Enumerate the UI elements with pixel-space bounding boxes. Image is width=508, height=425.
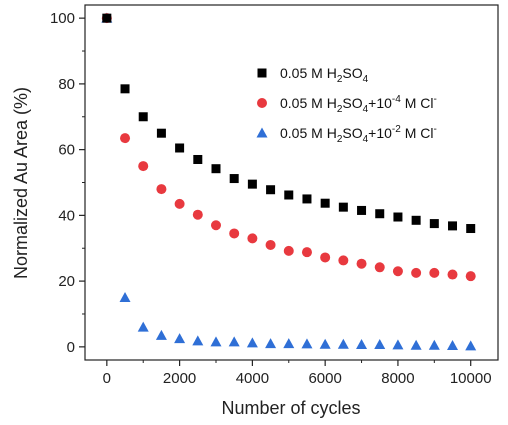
data-point-circle	[174, 198, 185, 209]
data-point-circle	[356, 258, 367, 269]
data-point-triangle	[174, 333, 186, 344]
data-point-circle	[320, 252, 331, 263]
y-tick-label: 100	[50, 10, 75, 27]
y-tick-label: 20	[58, 273, 75, 290]
data-point-triangle	[410, 339, 422, 350]
data-point-triangle	[192, 335, 204, 346]
data-point-circle	[247, 233, 258, 244]
data-point-triangle	[119, 292, 131, 303]
data-point-triangle	[374, 339, 386, 350]
data-point-triangle	[337, 338, 349, 349]
data-point-triangle	[155, 329, 167, 340]
legend-marker-triangle	[256, 127, 268, 138]
data-point-square	[175, 143, 185, 153]
legend-marker-circle	[257, 98, 267, 108]
data-point-circle	[392, 266, 403, 277]
data-point-circle	[429, 267, 440, 278]
data-point-triangle	[392, 339, 404, 350]
data-point-triangle	[428, 339, 440, 350]
data-point-triangle	[283, 338, 295, 349]
data-point-square	[229, 174, 239, 184]
data-point-triangle	[356, 339, 368, 350]
data-point-circle	[411, 267, 422, 278]
data-point-triangle	[265, 338, 277, 349]
data-point-circle	[229, 228, 240, 239]
data-point-square	[429, 219, 439, 229]
data-point-square	[211, 164, 221, 174]
data-point-triangle	[246, 337, 258, 348]
x-tick-label: 6000	[308, 370, 341, 387]
legend-label: 0.05 M H2SO4+10-2 M Cl-	[280, 124, 437, 145]
data-point-square	[320, 198, 330, 208]
y-axis-ticks: 0 20 40 60 80 100	[50, 10, 85, 356]
data-point-square	[448, 221, 458, 231]
legend-label: 0.05 M H2SO4	[280, 65, 369, 85]
x-tick-label: 8000	[381, 370, 414, 387]
data-point-square	[266, 185, 276, 195]
data-point-circle	[338, 255, 349, 266]
data-point-triangle	[228, 336, 240, 347]
data-point-square	[466, 224, 476, 234]
x-axis-title: Number of cycles	[221, 398, 360, 418]
data-point-square	[247, 179, 257, 189]
data-point-circle	[156, 184, 167, 195]
y-axis-title: Normalized Au Area (%)	[11, 87, 31, 279]
y-tick-label: 40	[58, 207, 75, 224]
data-point-circle	[447, 269, 458, 280]
data-point-square	[193, 154, 203, 164]
data-point-circle	[138, 161, 149, 172]
data-point-circle	[120, 133, 131, 144]
data-point-square	[393, 212, 403, 222]
y-tick-label: 0	[67, 339, 75, 356]
data-point-circle	[265, 239, 276, 250]
data-point-square	[338, 202, 348, 212]
data-point-triangle	[319, 338, 331, 349]
plot-frame	[84, 4, 499, 361]
x-tick-label: 2000	[163, 370, 196, 387]
data-point-circle	[301, 247, 312, 258]
data-point-triangle	[465, 340, 477, 351]
legend-marker-square	[257, 68, 267, 78]
data-point-circle	[210, 220, 221, 231]
data-point-triangle	[210, 336, 222, 347]
data-point-triangle	[137, 321, 149, 332]
data-point-square	[302, 194, 312, 204]
data-point-triangle	[447, 340, 459, 351]
data-point-square	[120, 84, 130, 94]
data-point-circle	[283, 245, 294, 256]
legend: 0.05 M H2SO4 0.05 M H2SO4+10-4 M Cl- 0.05 …	[256, 65, 437, 145]
data-point-square	[102, 13, 112, 23]
x-tick-label: 0	[103, 370, 111, 387]
data-point-circle	[192, 209, 203, 220]
data-point-square	[138, 112, 148, 122]
data-point-circle	[374, 262, 385, 273]
data-point-circle	[465, 271, 476, 282]
y-tick-label: 60	[58, 142, 75, 159]
data-point-square	[156, 128, 166, 138]
y-tick-label: 80	[58, 76, 75, 93]
data-markers	[101, 12, 477, 351]
data-point-square	[357, 205, 367, 215]
data-point-square	[375, 209, 385, 219]
x-tick-label: 10000	[450, 370, 492, 387]
x-axis-ticks: 0 2000 4000 6000 8000 10000	[103, 360, 492, 387]
data-point-triangle	[301, 338, 313, 349]
legend-label: 0.05 M H2SO4+10-4 M Cl-	[280, 94, 437, 115]
data-point-square	[284, 190, 294, 200]
x-tick-label: 4000	[236, 370, 269, 387]
data-point-square	[411, 215, 421, 225]
